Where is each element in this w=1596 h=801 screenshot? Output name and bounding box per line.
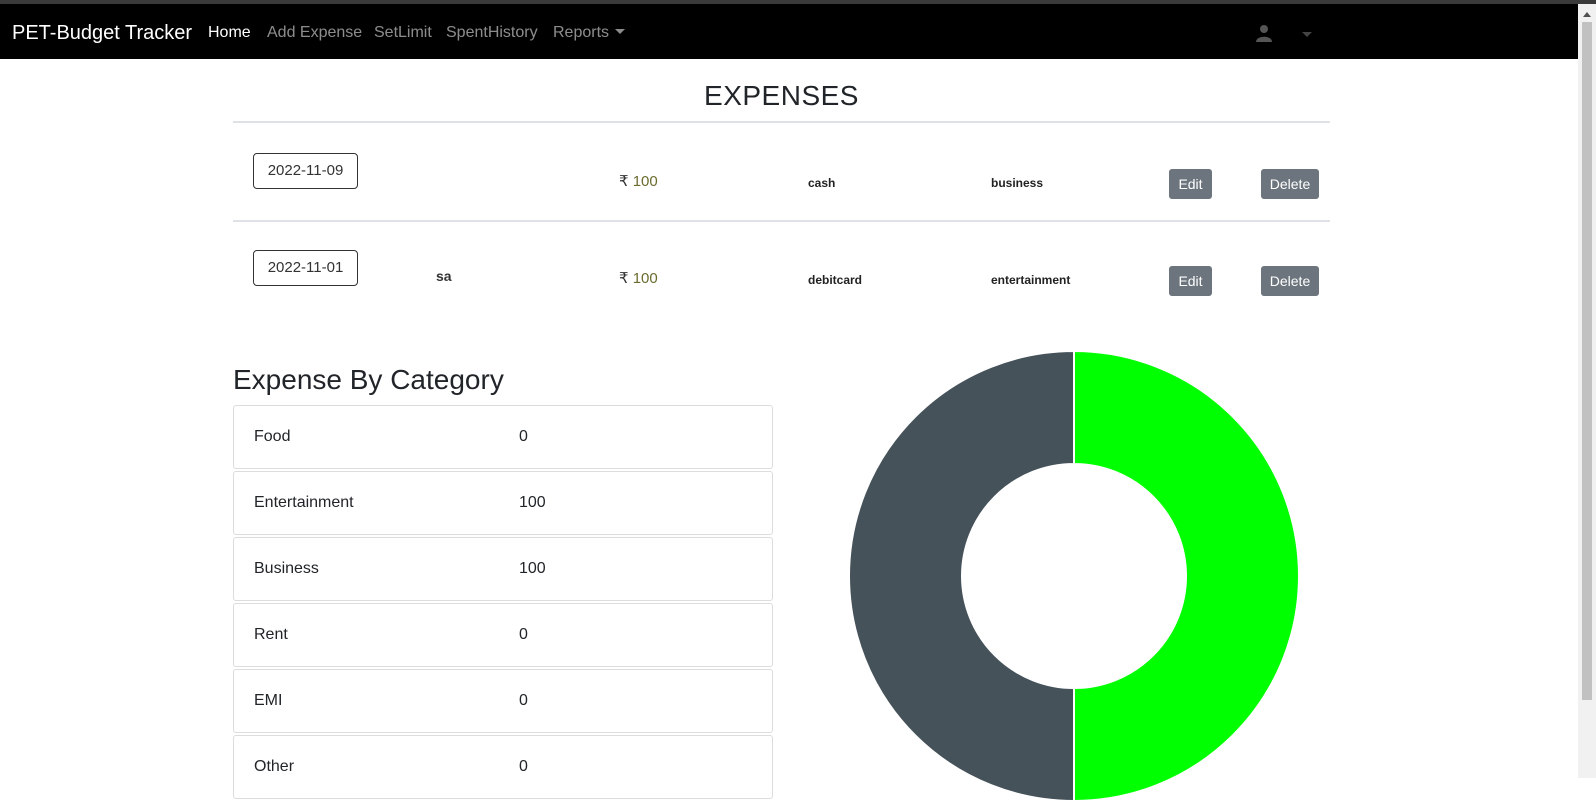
category-section-title: Expense By Category	[233, 364, 504, 395]
category-list: Food 0 Entertainment 100 Business 100 Rent 0…	[233, 405, 773, 801]
category-item-business: Business 100	[233, 537, 773, 601]
window-top-border	[0, 0, 1596, 4]
expense-category: entertainment	[991, 273, 1071, 287]
category-value: 0	[519, 692, 528, 709]
nav-setlimit[interactable]: SetLimit	[374, 24, 432, 41]
chevron-down-icon	[615, 29, 626, 34]
expense-date: 2022-11-01	[253, 250, 358, 286]
user-icon[interactable]	[1256, 24, 1272, 42]
category-item-rent: Rent 0	[233, 603, 773, 667]
rupee-icon: ₹	[619, 173, 629, 190]
category-label: Rent	[254, 626, 288, 643]
expense-amount-value: 100	[632, 173, 658, 190]
rupee-icon: ₹	[619, 270, 629, 287]
category-label: EMI	[254, 692, 283, 709]
nav-reports-dropdown[interactable]: Reports	[553, 24, 626, 42]
category-label: Entertainment	[254, 494, 354, 511]
category-label: Other	[254, 758, 295, 775]
category-value: 100	[519, 560, 546, 577]
edit-button[interactable]: Edit	[1169, 169, 1212, 199]
expense-amount: ₹ 100	[619, 172, 658, 190]
edit-button[interactable]: Edit	[1169, 266, 1212, 296]
category-donut-chart	[849, 351, 1299, 801]
donut-slice-business[interactable]	[849, 351, 1075, 801]
scrollbar-thumb[interactable]	[1582, 22, 1592, 700]
expense-description: sa	[436, 268, 452, 284]
delete-button[interactable]: Delete	[1261, 169, 1319, 199]
expense-amount: ₹ 100	[619, 269, 658, 287]
donut-slice-entertainment[interactable]	[1073, 351, 1299, 801]
category-label: Business	[254, 560, 319, 577]
expense-amount-value: 100	[632, 270, 658, 287]
category-label: Food	[254, 428, 291, 445]
category-value: 100	[519, 494, 546, 511]
expense-payment-method: debitcard	[808, 273, 863, 287]
brand-title[interactable]: PET-Budget Tracker	[12, 22, 193, 44]
category-item-food: Food 0	[233, 405, 773, 469]
navbar: PET-Budget Tracker Home Add Expense SetL…	[0, 4, 1578, 59]
category-item-emi: EMI 0	[233, 669, 773, 733]
expense-payment-method: cash	[808, 176, 836, 190]
page-title: EXPENSES	[704, 80, 859, 111]
category-item-entertainment: Entertainment 100	[233, 471, 773, 535]
nav-spenthistory[interactable]: SpentHistory	[446, 24, 538, 41]
category-value: 0	[519, 626, 528, 643]
category-value: 0	[519, 758, 528, 775]
user-menu-chevron-icon[interactable]	[1302, 32, 1312, 37]
vertical-scrollbar[interactable]	[1578, 4, 1596, 778]
nav-home[interactable]: Home	[208, 24, 251, 41]
nav-reports-label: Reports	[553, 24, 610, 41]
scroll-up-icon[interactable]	[1583, 12, 1591, 17]
row-divider	[233, 220, 1330, 222]
delete-button[interactable]: Delete	[1261, 266, 1319, 296]
expense-category: business	[991, 176, 1044, 190]
title-divider	[233, 121, 1330, 123]
category-value: 0	[519, 428, 528, 445]
category-item-other: Other 0	[233, 735, 773, 799]
expense-date: 2022-11-09	[253, 153, 358, 189]
nav-add-expense[interactable]: Add Expense	[267, 24, 363, 41]
